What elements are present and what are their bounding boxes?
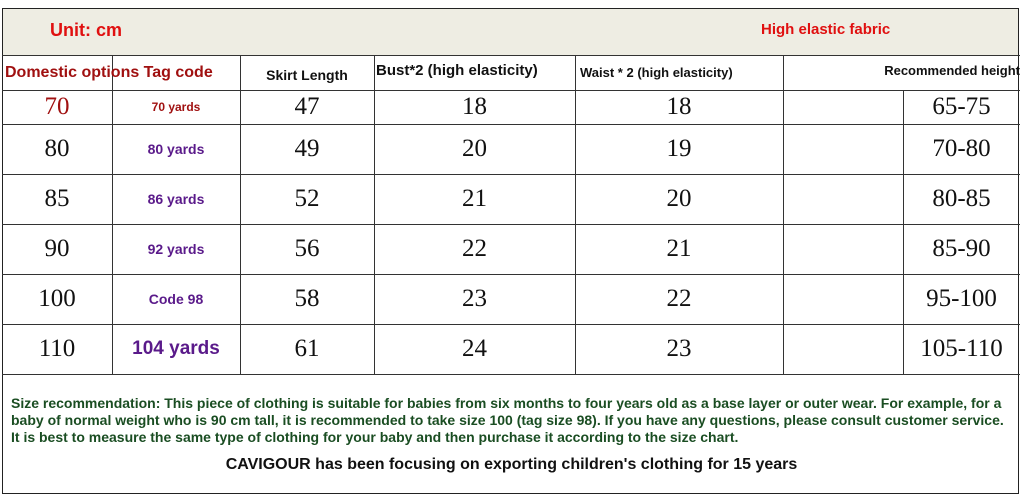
column-divider xyxy=(783,55,784,374)
tag-cell: 70 yards xyxy=(151,100,201,114)
row-divider xyxy=(2,324,1020,325)
size-cell: 90 xyxy=(44,235,70,262)
column-divider xyxy=(575,55,576,374)
bust-cell: 18 xyxy=(462,93,487,120)
skirt-length-cell: 47 xyxy=(294,93,320,120)
size-cell: 70 xyxy=(44,93,70,120)
size-cell: 110 xyxy=(38,335,76,362)
bust-cell: 23 xyxy=(462,285,487,312)
size-cell: 85 xyxy=(44,185,70,212)
row-divider xyxy=(2,374,1020,375)
bust-cell: 20 xyxy=(462,135,487,162)
title-band xyxy=(3,9,1018,55)
size-chart-frame xyxy=(2,8,1019,494)
row-divider xyxy=(2,90,1020,91)
header-tag-code: Domestic options Tag code xyxy=(5,63,213,81)
waist-cell: 20 xyxy=(666,185,692,212)
header-bust: Bust*2 (high elasticity) xyxy=(376,62,538,79)
recommended-height-cell: 105-110 xyxy=(920,335,1003,362)
bust-cell: 21 xyxy=(462,185,487,212)
skirt-length-cell: 52 xyxy=(294,185,320,212)
tag-cell: Code 98 xyxy=(148,291,204,307)
recommended-height-cell: 65-75 xyxy=(932,93,991,120)
recommended-height-cell: 80-85 xyxy=(932,185,991,212)
waist-cell: 19 xyxy=(666,135,692,162)
row-divider xyxy=(2,224,1020,225)
recommended-height-cell: 95-100 xyxy=(926,285,997,312)
recommended-height-cell: 70-80 xyxy=(932,135,991,162)
skirt-length-cell: 56 xyxy=(294,235,320,262)
row-divider xyxy=(2,274,1020,275)
waist-cell: 23 xyxy=(666,335,692,362)
skirt-length-cell: 58 xyxy=(294,285,320,312)
fabric-label: High elastic fabric xyxy=(761,21,891,38)
recommended-height-cell: 85-90 xyxy=(932,235,991,262)
unit-label: Unit: cm xyxy=(50,20,122,40)
size-recommendation: Size recommendation: This piece of cloth… xyxy=(11,395,1004,445)
header-recommended-height: Recommended height xyxy=(884,63,1020,78)
size-cell: 100 xyxy=(38,285,76,312)
row-divider xyxy=(2,174,1020,175)
bust-cell: 22 xyxy=(462,235,487,262)
tag-cell: 92 yards xyxy=(147,241,205,257)
column-divider xyxy=(903,90,904,374)
row-divider xyxy=(2,55,1020,56)
tag-cell: 80 yards xyxy=(147,141,205,157)
waist-cell: 18 xyxy=(666,93,692,120)
bust-cell: 24 xyxy=(462,335,487,362)
row-divider xyxy=(2,124,1020,125)
skirt-length-cell: 61 xyxy=(294,335,320,362)
column-divider xyxy=(112,55,113,374)
header-skirt-length: Skirt Length xyxy=(266,66,348,83)
column-divider xyxy=(240,55,241,374)
waist-cell: 21 xyxy=(666,235,692,262)
tag-cell: 104 yards xyxy=(132,338,220,359)
column-divider xyxy=(374,55,375,374)
brand-footer: CAVIGOUR has been focusing on exporting … xyxy=(225,456,798,473)
tag-cell: 86 yards xyxy=(147,191,205,207)
skirt-length-cell: 49 xyxy=(294,135,320,162)
size-cell: 80 xyxy=(44,135,70,162)
header-waist: Waist * 2 (high elasticity) xyxy=(580,65,733,80)
waist-cell: 22 xyxy=(666,285,692,312)
